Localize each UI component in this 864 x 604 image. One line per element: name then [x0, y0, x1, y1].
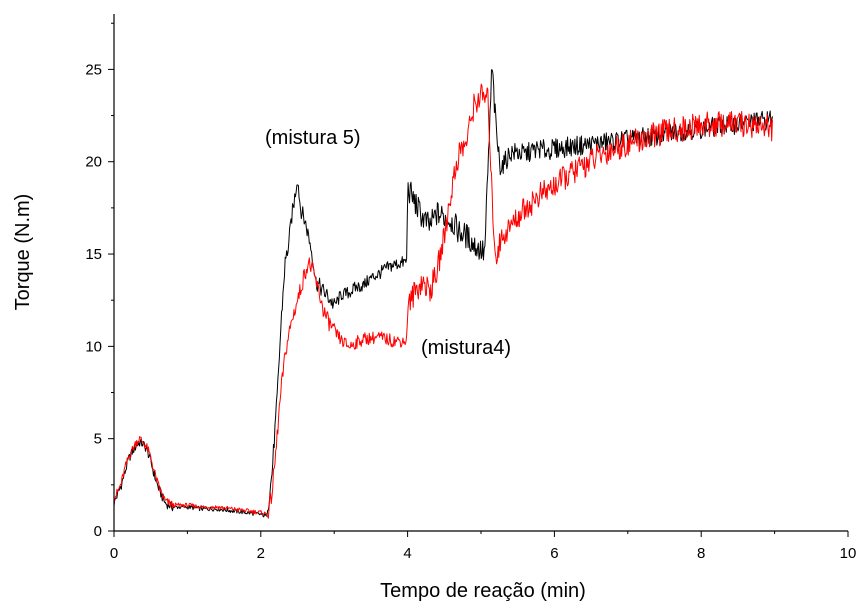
- x-tick-label: 0: [110, 545, 118, 562]
- series-line-1: [113, 69, 773, 518]
- x-tick-label: 2: [257, 545, 265, 562]
- x-tick-label: 6: [550, 545, 558, 562]
- x-tick-label: 10: [840, 545, 857, 562]
- y-tick-label: 10: [85, 338, 102, 355]
- y-axis-title: Torque (N.m): [12, 194, 34, 311]
- y-tick-label: 25: [85, 61, 102, 78]
- axes-layer: 0 2 4 6 8 10 0 5 10 15 20 25: [85, 14, 856, 562]
- series-line-2: [113, 83, 773, 519]
- annotation-mistura-4: (mistura4): [421, 337, 511, 359]
- x-axis-title: Tempo de reação (min): [380, 580, 586, 602]
- y-tick-label: 20: [85, 154, 102, 171]
- annotation-mistura-5: (mistura 5): [265, 127, 361, 149]
- x-tick-label: 4: [403, 545, 411, 562]
- series-layer: [113, 69, 773, 519]
- x-tick-label: 8: [697, 545, 705, 562]
- y-tick-label: 5: [94, 431, 102, 448]
- y-tick-label: 15: [85, 246, 102, 263]
- y-tick-label: 0: [94, 523, 102, 540]
